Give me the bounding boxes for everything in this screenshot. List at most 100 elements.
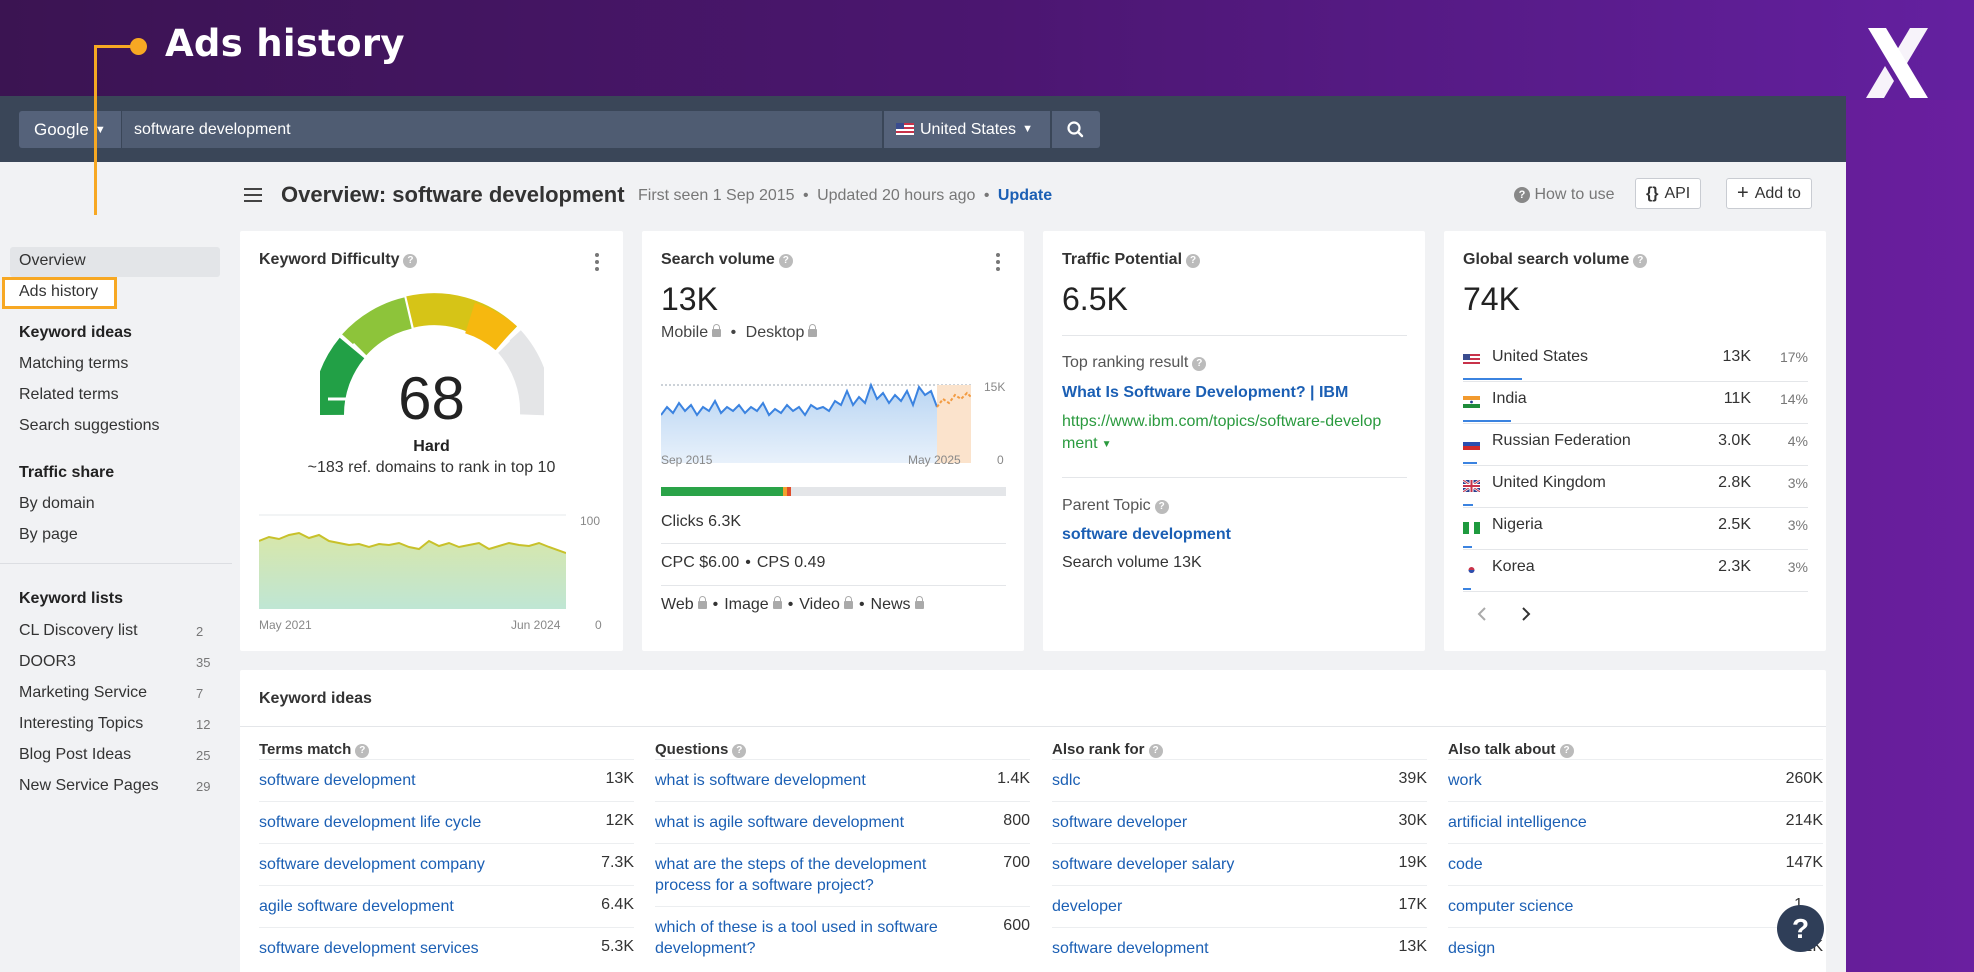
keyword-link[interactable]: work — [1448, 772, 1482, 789]
share-bar — [1463, 378, 1522, 380]
clicks-other-fill — [787, 487, 791, 496]
keyword-link[interactable]: artificial intelligence — [1448, 814, 1587, 831]
keyword-link[interactable]: computer science — [1448, 898, 1574, 915]
country-row[interactable]: Korea 2.3K 3% — [1463, 550, 1808, 592]
keyword-link[interactable]: software development — [259, 772, 416, 789]
help-icon[interactable]: ? — [1154, 500, 1169, 514]
parent-topic-link[interactable]: software development — [1062, 526, 1231, 543]
country-name: Russian Federation — [1492, 432, 1631, 449]
help-icon[interactable]: ? — [403, 254, 418, 268]
how-to-use-link[interactable]: ? How to use — [1514, 186, 1615, 204]
row-divider — [1448, 885, 1823, 886]
keyword-link[interactable]: sdlc — [1052, 772, 1081, 789]
country-select[interactable]: United States ▼ — [884, 111, 1050, 148]
country-row[interactable]: Russian Federation 3.0K 4% — [1463, 424, 1808, 466]
top-ranking-label-text: Top ranking result — [1062, 354, 1189, 371]
dot-separator: • — [858, 596, 865, 613]
sidebar-list-item[interactable]: Blog Post Ideas — [19, 746, 132, 763]
updated-text: Updated 20 hours ago — [817, 187, 976, 204]
add-to-button[interactable]: + Add to — [1726, 178, 1812, 209]
keyword-link[interactable]: developer — [1052, 898, 1123, 915]
row-divider — [1052, 759, 1427, 760]
country-row[interactable]: Nigeria 2.5K 3% — [1463, 508, 1808, 550]
share-bar — [1463, 588, 1471, 590]
keyword-volume: 39K — [1398, 770, 1427, 787]
country-name: Korea — [1492, 558, 1535, 575]
sidebar-item-related-terms[interactable]: Related terms — [19, 386, 119, 403]
sidebar-item-matching-terms[interactable]: Matching terms — [19, 355, 129, 372]
keyword-link[interactable]: software developer salary — [1052, 856, 1235, 873]
search-volume-value: 13K — [661, 281, 718, 317]
help-icon[interactable]: ? — [732, 744, 747, 758]
column-heading-text: Also talk about — [1448, 741, 1556, 758]
search-button[interactable] — [1052, 111, 1100, 148]
sidebar-list-item[interactable]: Interesting Topics — [19, 715, 144, 732]
list-count: 7 — [196, 686, 204, 701]
more-options-icon[interactable] — [595, 253, 599, 271]
sidebar-item-ads-history-highlight[interactable] — [2, 277, 117, 309]
keyword-volume: 147K — [1785, 854, 1823, 871]
top-ranking-url-link-cont[interactable]: ment ▼ — [1062, 435, 1111, 453]
help-chat-button[interactable]: ? — [1777, 905, 1824, 952]
help-icon[interactable]: ? — [1148, 744, 1163, 758]
country-share: 4% — [1787, 433, 1808, 449]
sidebar-item-by-domain[interactable]: By domain — [19, 495, 95, 512]
keyword-link[interactable]: software developer — [1052, 814, 1188, 831]
chart-x-start: Sep 2015 — [661, 453, 713, 467]
column-heading: Also talk about? — [1448, 741, 1574, 758]
engine-select[interactable]: Google ▼ — [19, 111, 121, 148]
row-divider — [1463, 381, 1808, 382]
share-bar — [1463, 462, 1477, 464]
keyword-link[interactable]: software development services — [259, 940, 479, 957]
sidebar-list-item[interactable]: Marketing Service — [19, 684, 148, 701]
sv-title: Search volume — [661, 251, 775, 268]
sidebar-list-item[interactable]: DOOR3 — [19, 653, 76, 670]
sidebar-list-item[interactable]: CL Discovery list — [19, 622, 138, 639]
sidebar-heading-keyword-lists: Keyword lists — [19, 590, 124, 607]
help-icon[interactable]: ? — [355, 744, 370, 758]
chevron-left-icon[interactable] — [1476, 606, 1488, 622]
caret-down-icon: ▼ — [1022, 123, 1033, 135]
keyword-link[interactable]: software development life cycle — [259, 814, 482, 831]
keyword-link[interactable]: software development — [1052, 940, 1209, 957]
sidebar-item-by-page[interactable]: By page — [19, 526, 78, 543]
keyword-link[interactable]: agile software development — [259, 898, 454, 915]
column-heading-text: Questions — [655, 741, 729, 758]
keyword-link[interactable]: code — [1448, 856, 1483, 873]
keyword-link[interactable]: what are the steps of the development pr… — [655, 856, 927, 894]
sidebar-item-ads-history[interactable]: Ads history — [19, 283, 99, 300]
keyword-link[interactable]: software development company — [259, 856, 485, 873]
top-ranking-url-link[interactable]: https://www.ibm.com/topics/software-deve… — [1062, 413, 1382, 430]
country-volume: 13K — [1722, 348, 1751, 365]
menu-icon[interactable] — [244, 188, 262, 202]
country-row[interactable]: India 11K 14% — [1463, 382, 1808, 424]
caret-down-icon: ▼ — [94, 124, 106, 136]
help-icon[interactable]: ? — [1192, 357, 1207, 371]
sidebar-item-overview[interactable]: Overview — [19, 252, 86, 269]
keyword-link[interactable]: what is software development — [655, 772, 866, 789]
keyword-input[interactable]: software development — [122, 111, 882, 148]
keyword-volume: 600 — [1003, 917, 1030, 934]
keyword-link[interactable]: what is agile software development — [655, 814, 905, 831]
update-link[interactable]: Update — [997, 187, 1053, 204]
help-icon[interactable]: ? — [1559, 744, 1574, 758]
help-icon[interactable]: ? — [778, 254, 793, 268]
keyword-link[interactable]: which of these is a tool used in softwar… — [655, 919, 938, 957]
keyword-volume: 19K — [1398, 854, 1427, 871]
sidebar-item-search-suggestions[interactable]: Search suggestions — [19, 417, 160, 434]
help-icon[interactable]: ? — [1186, 254, 1201, 268]
country-row[interactable]: United States 13K 17% — [1463, 340, 1808, 382]
api-button[interactable]: {} API — [1635, 178, 1702, 209]
help-icon[interactable]: ? — [1633, 254, 1648, 268]
more-options-icon[interactable] — [996, 253, 1000, 271]
country-row[interactable]: United Kingdom 2.8K 3% — [1463, 466, 1808, 508]
search-volume-card: Search volume? 13K Mobile • Desktop 15K … — [642, 231, 1024, 651]
chart-y-min: 0 — [595, 618, 602, 632]
difficulty-trend-chart — [259, 514, 566, 609]
sidebar-heading-traffic-share: Traffic share — [19, 464, 115, 481]
chevron-right-icon[interactable] — [1520, 606, 1532, 622]
sidebar-list-item[interactable]: New Service Pages — [19, 777, 159, 794]
top-ranking-title-link[interactable]: What Is Software Development? | IBM — [1062, 384, 1349, 401]
keyword-volume: 5.3K — [601, 938, 634, 955]
keyword-link[interactable]: design — [1448, 940, 1496, 957]
